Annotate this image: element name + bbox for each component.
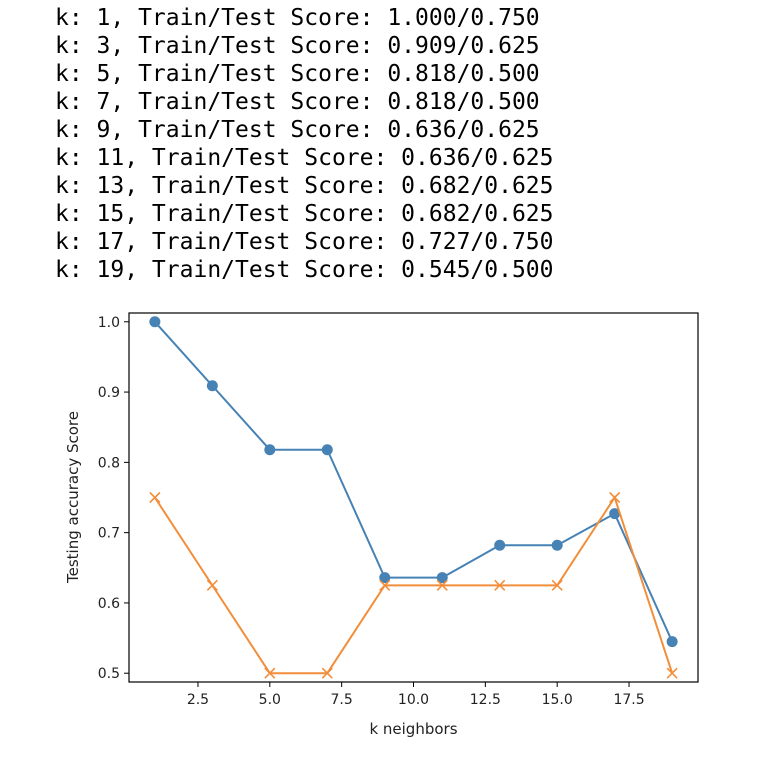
data-point-circle	[609, 508, 621, 520]
x-tick-label: 15.0	[542, 692, 573, 708]
log-line: k: 17, Train/Test Score: 0.727/0.750	[55, 229, 554, 255]
x-tick-label: 7.5	[331, 692, 353, 708]
y-tick-label: 0.6	[98, 596, 120, 612]
data-point-circle	[551, 539, 563, 551]
series-line-1	[154, 321, 674, 642]
data-point-x	[436, 579, 448, 591]
log-line: k: 13, Train/Test Score: 0.682/0.625	[55, 173, 554, 199]
y-tick-label: 0.7	[98, 526, 120, 542]
line-chart: 2.5 5.0 7.5 10.0 12.5 15.0 17.5 0.5 0.6 0.7 0.8 0.9…	[64, 312, 699, 738]
x-axis-label: k neighbors	[369, 720, 457, 738]
log-line: k: 9, Train/Test Score: 0.636/0.625	[55, 117, 540, 143]
data-point-x	[609, 491, 621, 504]
data-point-x	[379, 579, 391, 591]
data-point-circle	[264, 444, 276, 456]
y-axis-label: Testing accuracy Score	[64, 411, 82, 584]
series-line-2	[154, 495, 674, 675]
data-point-circle	[379, 572, 391, 584]
data-point-x	[264, 667, 276, 679]
x-tick-label: 17.5	[613, 692, 644, 708]
data-point-circle	[321, 444, 333, 456]
data-point-circle	[206, 380, 218, 392]
data-point-circle	[666, 636, 678, 648]
log-line: k: 7, Train/Test Score: 0.818/0.500	[55, 89, 540, 115]
data-point-x	[321, 667, 333, 679]
x-tick-label: 12.5	[470, 692, 501, 708]
x-tick-label: 10.0	[398, 692, 429, 708]
y-tick-label: 1.0	[98, 315, 120, 331]
x-tick-label: 2.5	[187, 692, 209, 708]
data-point-x	[149, 491, 161, 504]
log-line: k: 3, Train/Test Score: 0.909/0.625	[55, 33, 540, 59]
data-point-x	[206, 579, 218, 591]
plot-area	[128, 312, 699, 683]
log-line: k: 11, Train/Test Score: 0.636/0.625	[55, 145, 554, 171]
y-tick-label: 0.9	[98, 385, 120, 401]
output-log: k: 1, Train/Test Score: 1.000/0.750 k: 3,…	[55, 4, 554, 284]
x-tick-label: 5.0	[259, 692, 281, 708]
data-point-x	[666, 667, 678, 679]
data-point-x	[551, 579, 563, 591]
log-line: k: 15, Train/Test Score: 0.682/0.625	[55, 201, 554, 227]
y-tick-label: 0.5	[98, 666, 120, 682]
log-line: k: 5, Train/Test Score: 0.818/0.500	[55, 61, 540, 87]
log-line: k: 1, Train/Test Score: 1.000/0.750	[55, 5, 540, 31]
data-point-x	[494, 579, 506, 591]
log-line: k: 19, Train/Test Score: 0.545/0.500	[55, 257, 554, 283]
data-point-circle	[494, 539, 506, 551]
y-tick-label: 0.8	[98, 455, 120, 471]
chart-container: 2.5 5.0 7.5 10.0 12.5 15.0 17.5 0.5 0.6 0.7 0.8 0.9…	[0, 300, 780, 758]
data-point-circle	[149, 316, 161, 328]
data-point-circle	[436, 572, 448, 584]
